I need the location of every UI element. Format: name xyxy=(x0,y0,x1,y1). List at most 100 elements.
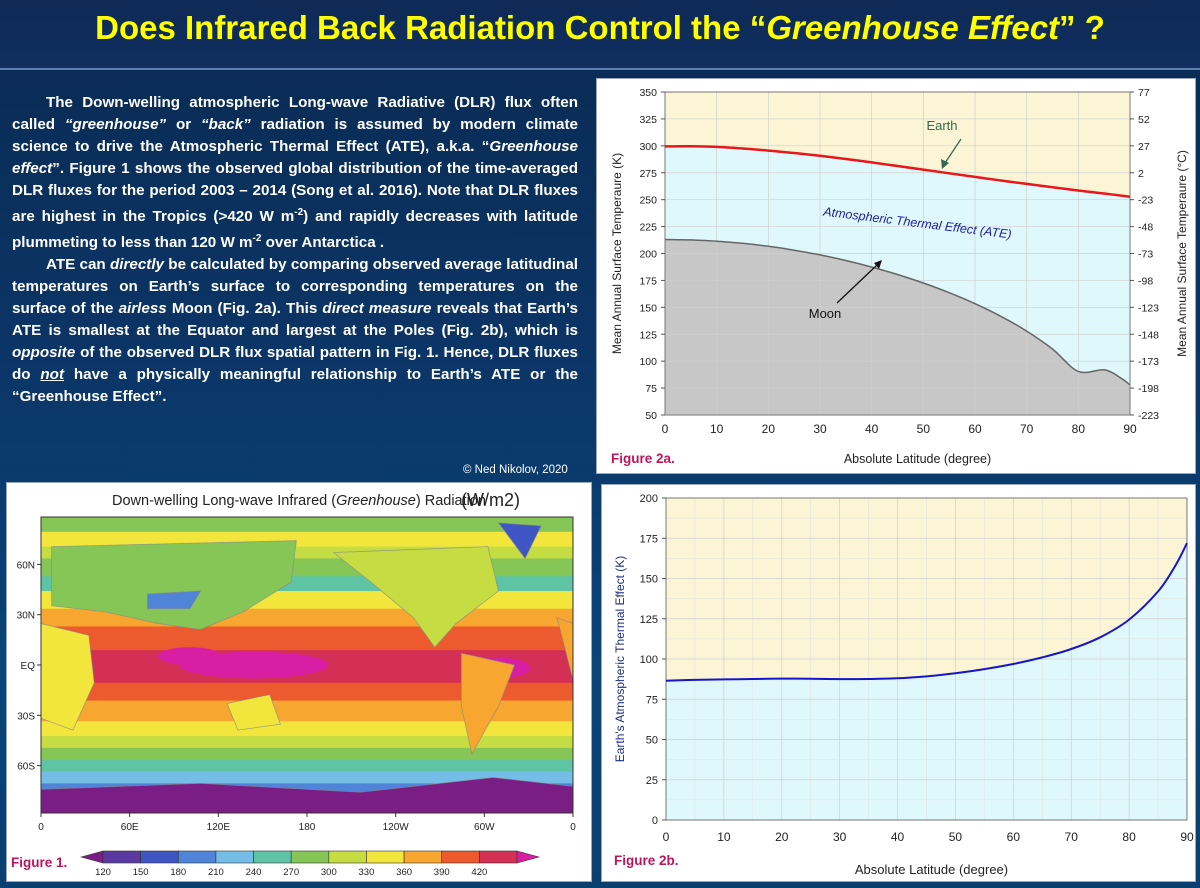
y-tick-label-2a: 125 xyxy=(639,329,657,341)
figure-1-title-part: Down-welling Long-wave Infrared ( xyxy=(112,493,336,509)
lon-tick-label: 120W xyxy=(383,822,410,833)
intro-p2-run: not xyxy=(40,366,65,384)
moon-arrowhead xyxy=(874,260,882,269)
lon-tick-label: 0 xyxy=(570,822,576,833)
lat-tick-label: 60N xyxy=(17,560,35,571)
earth-line xyxy=(664,145,1131,198)
y-tick-label-2a: 300 xyxy=(639,141,657,153)
y-tick-label-2b: 200 xyxy=(640,493,658,505)
y-tick-label-2a: 50 xyxy=(645,410,657,422)
colorbar-swatch xyxy=(441,850,480,864)
intro-p1-run: or xyxy=(166,116,201,133)
x-tick-label-2b: 60 xyxy=(1007,830,1021,844)
y-tick-label-2b: 125 xyxy=(640,614,658,626)
x-tick-label-2a: 40 xyxy=(865,422,879,436)
land-australia xyxy=(226,694,281,731)
figure-2a-chart: 5075100125150175200225250275300325350-22… xyxy=(610,87,1189,466)
y2-tick-label-2a: 52 xyxy=(1138,114,1150,126)
y-tick-label-2b: 0 xyxy=(652,815,658,827)
moon-line xyxy=(664,238,1131,386)
x-tick-label-2a: 80 xyxy=(1072,422,1086,436)
flux-band xyxy=(41,759,573,773)
y-tick-label-2b: 50 xyxy=(646,735,658,747)
y-tick-label-2b: 75 xyxy=(646,694,658,706)
y-tick-label-2b: 175 xyxy=(640,533,658,545)
y-tick-label-2a: 325 xyxy=(639,114,657,126)
x-tick-label-2b: 70 xyxy=(1065,830,1079,844)
x-tick-label-2a: 90 xyxy=(1123,422,1137,436)
x-tick-label-2a: 60 xyxy=(968,422,982,436)
x-tick-label-2b: 50 xyxy=(949,830,963,844)
y2-tick-label-2a: -98 xyxy=(1138,275,1153,287)
x-axis-label-2a: Absolute Latitude (degree) xyxy=(844,452,991,466)
colorbar-swatch xyxy=(366,850,405,864)
colorbar-tick-label: 360 xyxy=(396,867,412,878)
earth-arrow xyxy=(944,138,962,164)
x-tick-label-2b: 80 xyxy=(1122,830,1136,844)
colorbar-tick-label: 240 xyxy=(246,867,262,878)
flux-band xyxy=(41,682,573,702)
x-tick-label-2a: 10 xyxy=(710,422,724,436)
y2-tick-label-2a: 2 xyxy=(1138,168,1144,180)
x-tick-label-2b: 20 xyxy=(775,830,789,844)
figure-1-title-unit: (W/m2) xyxy=(461,490,520,510)
flux-band xyxy=(41,721,573,737)
intro-p2-run: have a physically meaningful relationshi… xyxy=(12,366,578,406)
y2-tick-label-2a: -123 xyxy=(1138,302,1159,314)
colorbar-swatch xyxy=(140,850,179,864)
intro-p2-run: Moon (Fig. 2a). This xyxy=(166,300,323,318)
figure-1-title-part: Greenhouse xyxy=(336,493,416,509)
x-axis-label-2b: Absolute Latitude (degree) xyxy=(855,862,1008,877)
y-tick-label-2a: 100 xyxy=(639,356,657,368)
land-greenland xyxy=(497,522,542,560)
y-tick-label-2a: 175 xyxy=(639,275,657,287)
colorbar-tick-label: 330 xyxy=(359,867,375,878)
colorbar-swatch xyxy=(328,850,367,864)
colorbar-tick-label: 390 xyxy=(434,867,450,878)
figure-2a-panel: 50 75 100 125 150 175 200 225 250 275 300 325 350 -22… xyxy=(596,78,1196,474)
y-axis-label-2a: Mean Annual Surface Temperaure (K) xyxy=(610,153,624,354)
intro-p2-run: ATE can xyxy=(46,256,110,274)
lon-tick-label: 0 xyxy=(38,822,44,833)
x-tick-label-2a: 50 xyxy=(917,422,931,436)
lat-tick-label: 30N xyxy=(17,611,35,622)
x-tick-label-2b: 40 xyxy=(891,830,905,844)
moon-arrow xyxy=(836,264,878,304)
y-tick-label-2a: 75 xyxy=(645,383,657,395)
figure-2b-label: Figure 2b. xyxy=(614,853,679,868)
intro-text: The Down-welling atmospheric Long-wave R… xyxy=(12,92,578,408)
y2-tick-label-2a: -223 xyxy=(1138,410,1159,422)
intro-p1-run: ) and rapidly decreases with latitude pl… xyxy=(12,208,579,252)
y-tick-label-2b: 100 xyxy=(640,654,658,666)
lat-tick-label: 60S xyxy=(17,762,35,773)
warm-pool-indian xyxy=(158,647,222,665)
land-north-america xyxy=(332,546,499,648)
intro-p1-run: -2 xyxy=(294,207,304,218)
figure-1-panel: Down-welling Long-wave Infrared (Greenho… xyxy=(6,482,592,882)
intro-p1-run: Greenhouse effect xyxy=(12,138,578,177)
figure-2b-panel: 0 25 50 75 100 125 150 175 200 0 10 20 30 40 50 60 70 80 9… xyxy=(601,484,1196,882)
figure-1-title-part: ) Radiation xyxy=(416,493,486,509)
credit: © Ned Nikolov, 2020 xyxy=(463,464,568,476)
intro-p2-run: of the observed DLR flux spatial pattern… xyxy=(12,344,578,384)
intro-p1-run: The Down-welling atmospheric Long-wave R… xyxy=(12,94,578,133)
y-tick-label-2a: 225 xyxy=(639,222,657,234)
x-tick-label-2b: 30 xyxy=(833,830,847,844)
y-tick-label-2b: 25 xyxy=(646,775,658,787)
lon-tick-label: 60W xyxy=(474,822,495,833)
earth-arrowhead xyxy=(941,159,949,169)
intro-p2-run: direct measure xyxy=(322,300,432,318)
y-tick-label-2a: 275 xyxy=(639,168,657,180)
flux-band xyxy=(41,626,573,651)
x-tick-label-2a: 0 xyxy=(662,422,669,436)
intro-paragraph-2: ATE can directly be calculated by compar… xyxy=(12,254,578,408)
colorbar-high-arrow xyxy=(516,850,541,864)
intro-p1-run: ”. Figure 1 shows the observed global di… xyxy=(12,160,578,226)
figure-1-title: Down-welling Long-wave Infrared (Greenho… xyxy=(112,493,486,509)
colorbar-swatch xyxy=(403,850,443,864)
y2-tick-label-2a: -73 xyxy=(1138,249,1153,261)
y2-tick-label-2a: -48 xyxy=(1138,222,1153,234)
colorbar-swatch xyxy=(290,850,330,864)
page-title: Does Infrared Back Radiation Control the… xyxy=(95,9,1105,46)
y2-tick-label-2a: 27 xyxy=(1138,141,1150,153)
